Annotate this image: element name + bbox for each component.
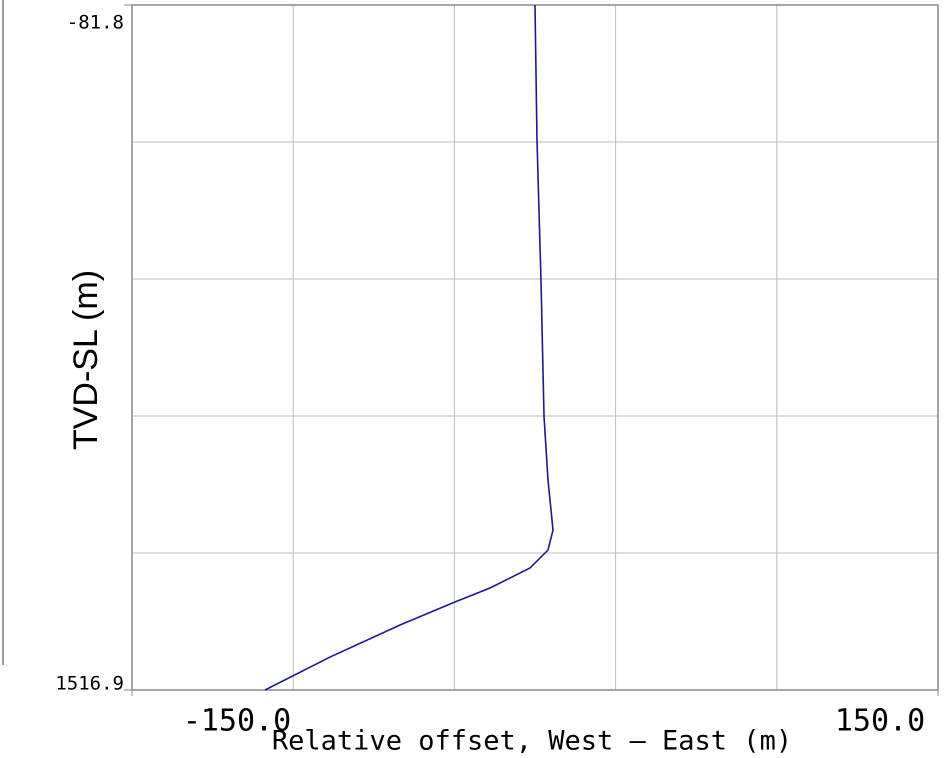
plot-frame: [131, 4, 939, 691]
x-tick-label: 150.0: [835, 704, 925, 739]
y-tick-label: -81.8: [67, 12, 124, 34]
trajectory-line: [264, 4, 554, 691]
x-tick-label: -150.0: [183, 704, 291, 739]
x-axis-label: Relative offset, West — East (m): [272, 726, 792, 757]
y-tick-label: 1516.9: [55, 673, 124, 695]
y-axis-label: TVD-SL (m): [67, 270, 105, 450]
